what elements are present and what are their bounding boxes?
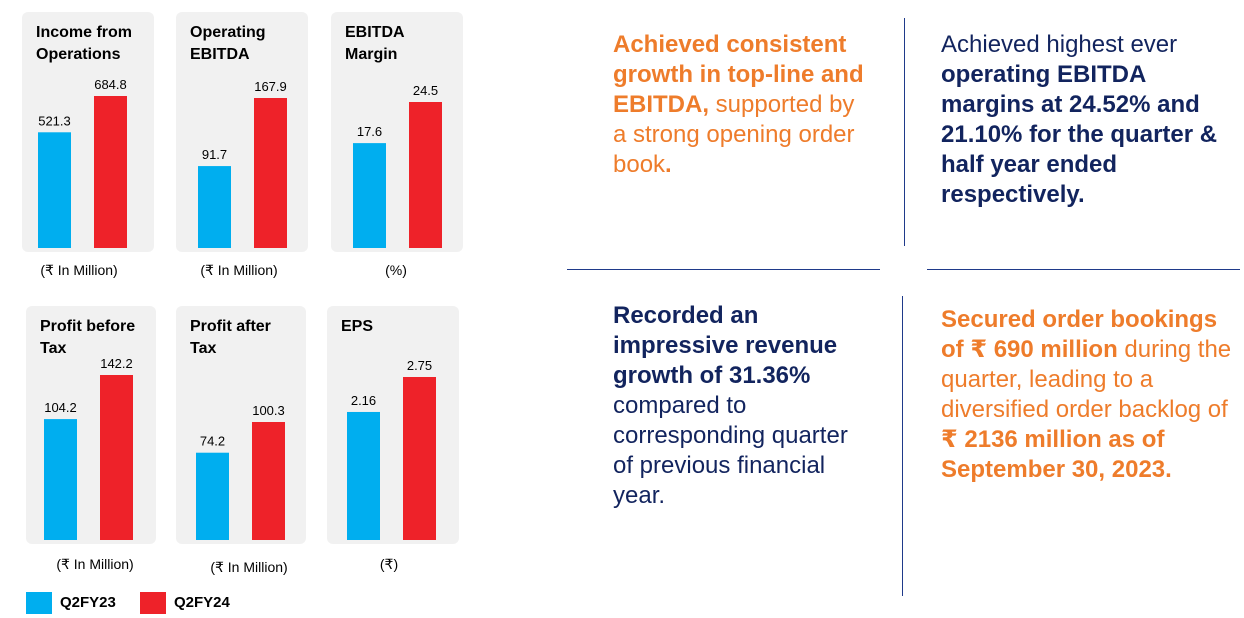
vertical-divider [902, 296, 903, 596]
highlight-normal: supported by a strong opening order book [613, 91, 855, 178]
chart-title: EPS [341, 318, 374, 335]
highlight-bold: Secured order bookings of ₹ 690 million [941, 306, 1218, 363]
chart-card-margin: EBITDA Margin 17.6 24.5 [331, 12, 463, 252]
bar-q2fy23 [347, 411, 380, 540]
legend-label-q2fy24: Q2FY24 [174, 594, 230, 611]
chart-svg: 2.16 2.75 [347, 358, 436, 540]
chart-title: EBITDA Margin [345, 24, 405, 63]
chart-unit: (₹) [379, 556, 399, 572]
horizontal-divider [567, 269, 880, 270]
data-label: 74.2 [200, 434, 225, 449]
data-label: 167.9 [254, 79, 287, 94]
bar-q2fy24 [403, 377, 436, 540]
chart-svg: 17.6 24.5 [353, 83, 442, 248]
data-label: 684.8 [94, 77, 127, 92]
highlight-orders: Secured order bookings of ₹ 690 million … [941, 305, 1241, 485]
data-label: 91.7 [202, 147, 227, 162]
horizontal-divider [927, 269, 1240, 270]
highlight-margins: Achieved highest ever operating EBITDA m… [941, 30, 1221, 210]
chart-svg: 104.2 142.2 [44, 356, 133, 540]
chart-card-pat: Profit after Tax 74.2 100.3 [176, 306, 306, 544]
highlight-bold: Recorded an impressive revenue growth of… [613, 302, 838, 389]
vertical-divider [904, 18, 905, 246]
data-label: 24.5 [413, 83, 438, 98]
highlight-growth: Achieved consistent growth in top-line a… [613, 30, 873, 180]
chart-card-ebitda: Operating EBITDA 91.7 167.9 [176, 12, 308, 252]
chart-unit: (%) [385, 262, 407, 278]
chart-unit: (₹ In Million) [200, 262, 278, 278]
chart-unit: (₹ In Million) [210, 559, 288, 575]
chart-title: Profit before Tax [40, 318, 136, 357]
data-label: 104.2 [44, 400, 77, 415]
highlight-normal: compared to corresponding quarter of pre… [613, 392, 848, 509]
highlight-bold: Achieved consistent growth in top-line a… [613, 31, 864, 118]
legend-label-q2fy23: Q2FY23 [60, 594, 116, 611]
bar-q2fy24 [409, 102, 442, 248]
bar-q2fy23 [44, 419, 77, 540]
highlight-bold: ₹ 2136 million as of September 30, 2023. [941, 426, 1172, 483]
bar-q2fy23 [38, 132, 71, 248]
data-label: 17.6 [357, 124, 382, 139]
chart-unit: (₹ In Million) [40, 262, 118, 278]
chart-svg: 74.2 100.3 [196, 403, 285, 540]
highlight-bold: operating EBITDA margins at 24.52% and 2… [941, 61, 1218, 208]
chart-card-income: Income from Operations 521.3 684.8 [22, 12, 154, 252]
data-label: 2.16 [351, 393, 376, 408]
chart-card-eps: EPS 2.16 2.75 [327, 306, 459, 544]
bar-q2fy24 [100, 375, 133, 540]
bar-q2fy23 [196, 452, 229, 540]
highlight-normal: Achieved highest ever [941, 31, 1178, 58]
bar-q2fy24 [254, 98, 287, 248]
bar-q2fy24 [252, 422, 285, 540]
bar-q2fy23 [198, 166, 231, 248]
chart-title: Profit after Tax [190, 318, 271, 357]
chart-title: Income from Operations [36, 24, 133, 63]
legend-swatch-q2fy23 [26, 592, 52, 614]
chart-title: Operating EBITDA [190, 24, 266, 63]
chart-card-pbt: Profit before Tax 104.2 142.2 [26, 306, 156, 544]
bar-q2fy23 [353, 143, 386, 248]
data-label: 2.75 [407, 358, 432, 373]
highlight-normal: during the quarter, leading to a diversi… [941, 336, 1232, 423]
highlight-revenue: Recorded an impressive revenue growth of… [613, 301, 853, 511]
chart-unit: (₹ In Million) [56, 556, 134, 572]
chart-svg: 521.3 684.8 [38, 77, 127, 248]
data-label: 142.2 [100, 356, 133, 371]
bar-q2fy24 [94, 96, 127, 248]
legend-swatch-q2fy24 [140, 592, 166, 614]
highlight-end: . [665, 151, 672, 178]
chart-svg: 91.7 167.9 [198, 79, 287, 248]
data-label: 100.3 [252, 403, 285, 418]
data-label: 521.3 [38, 113, 71, 128]
